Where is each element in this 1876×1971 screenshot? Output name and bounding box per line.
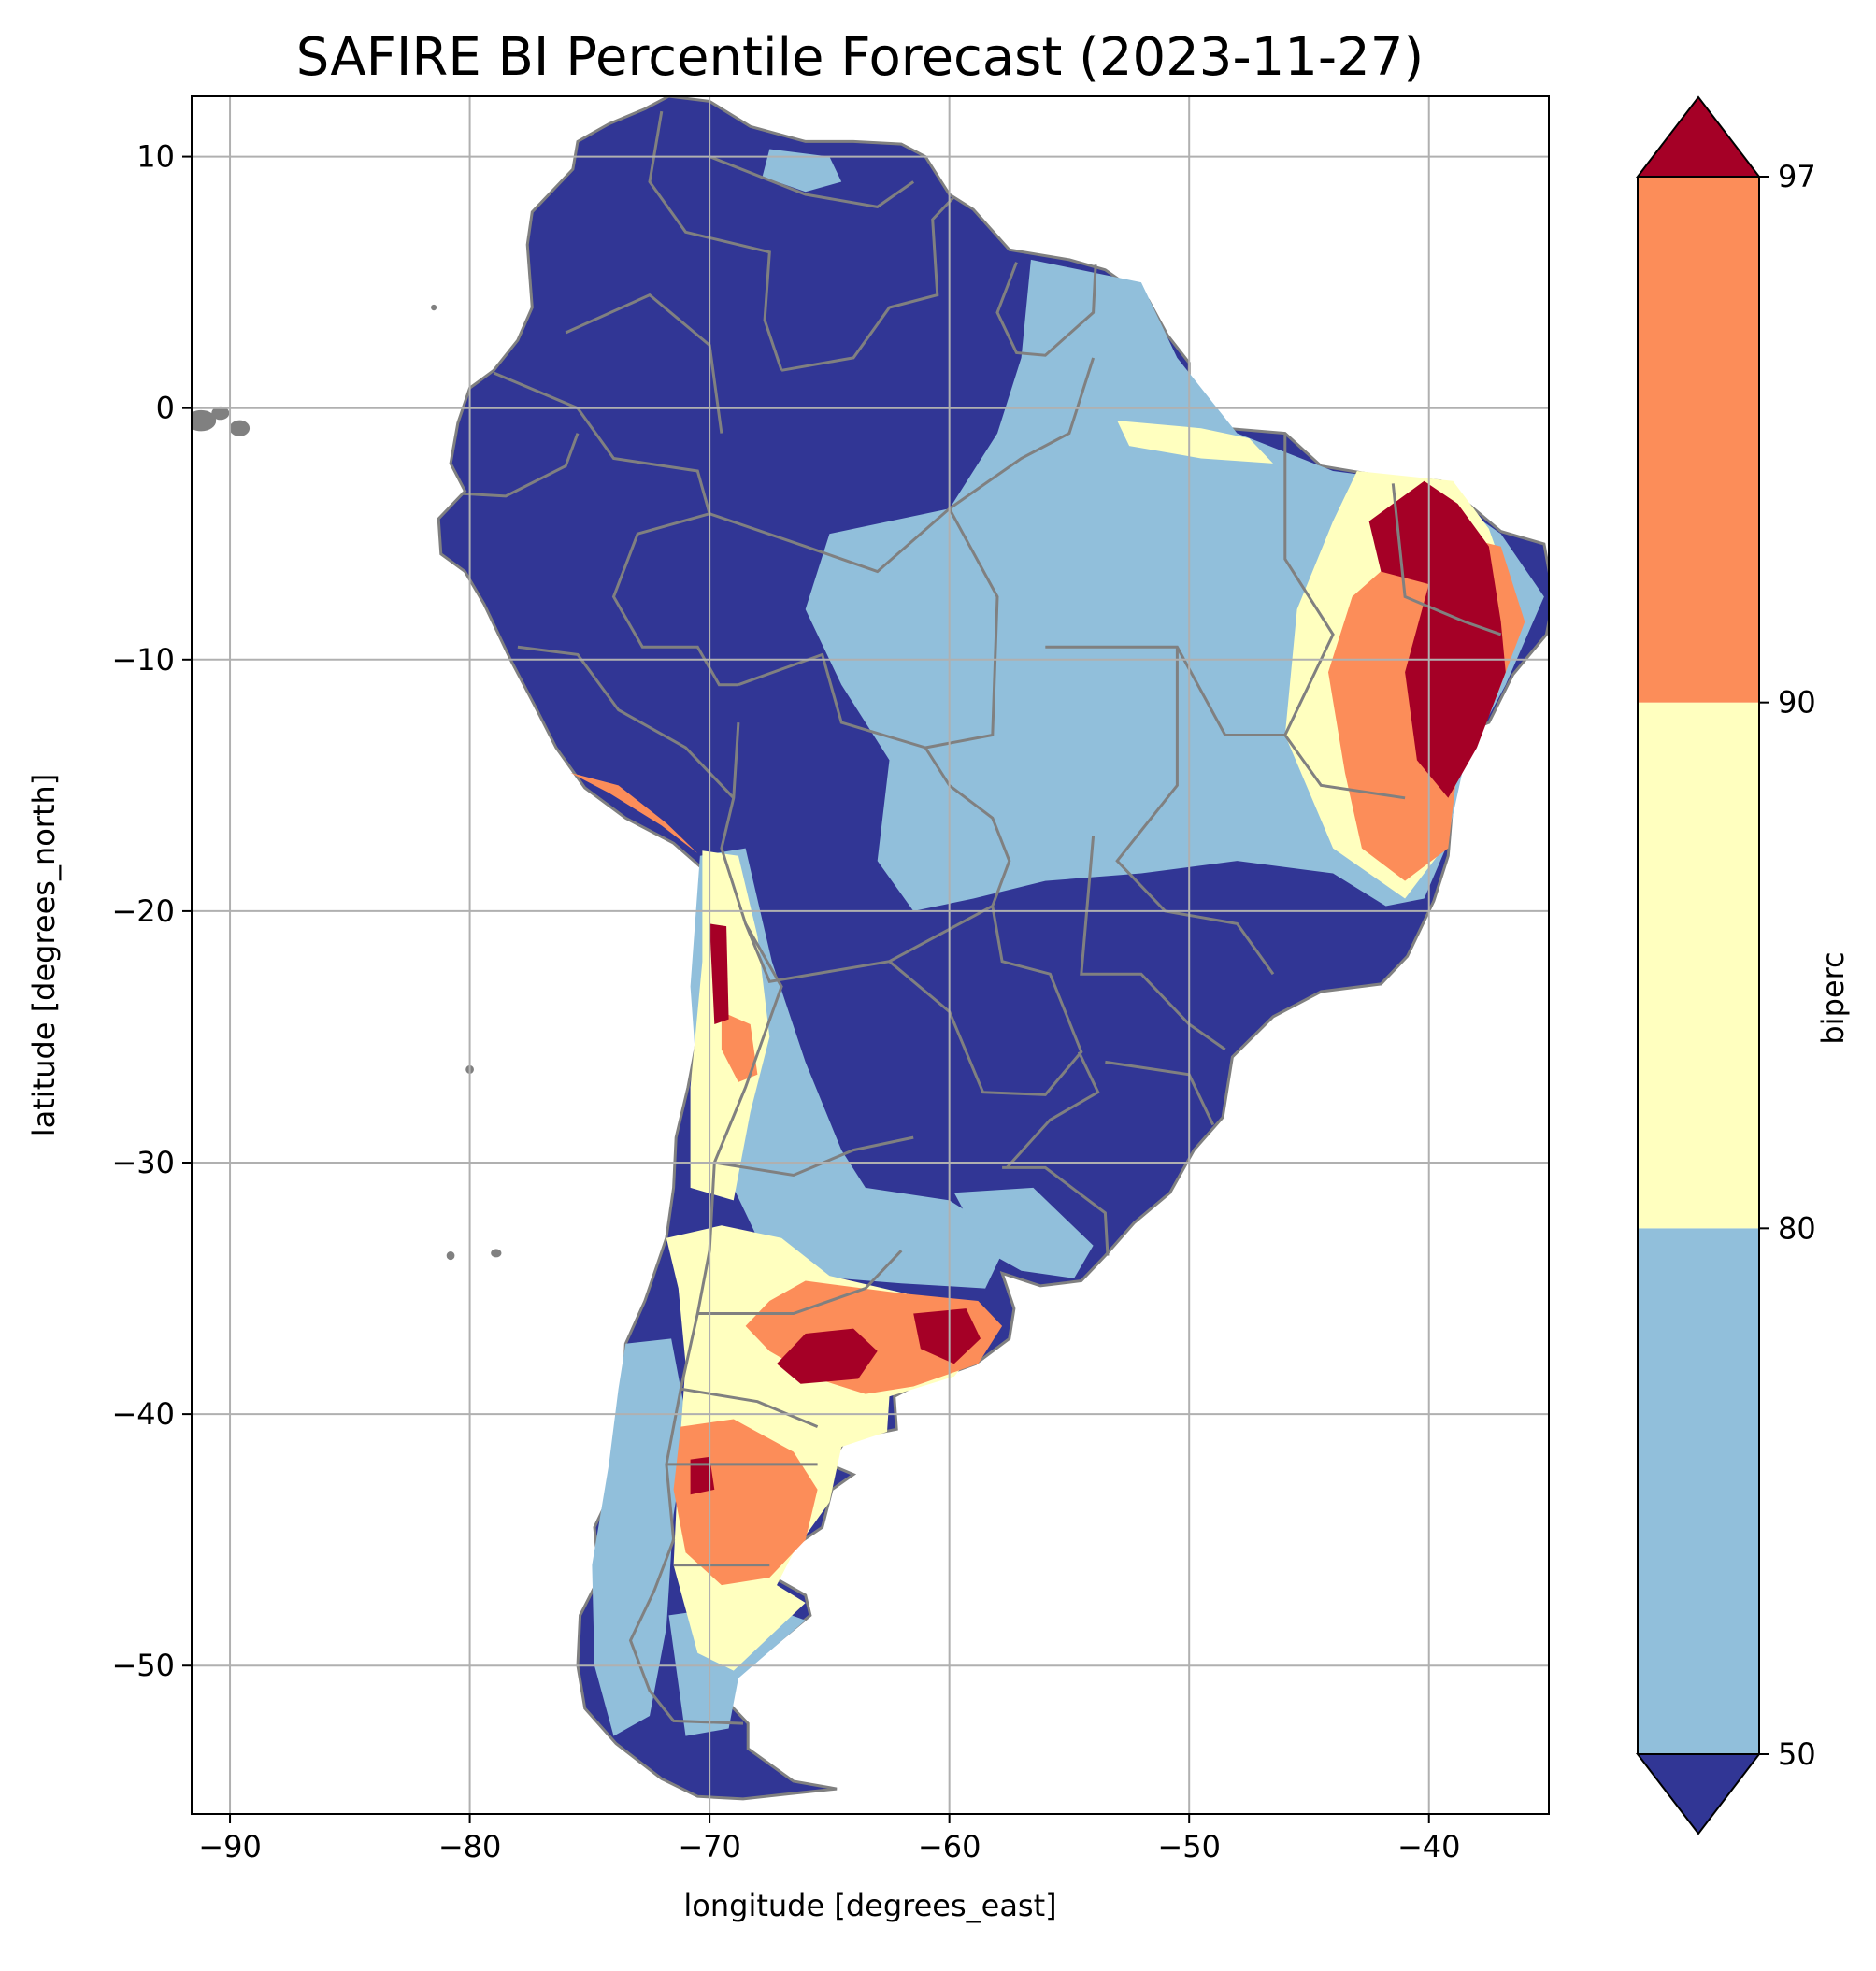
border-peru-regions — [517, 645, 735, 799]
patch-venezuela-light-blue — [762, 149, 842, 193]
colorbar-extend-bottom — [1635, 1753, 1762, 1835]
patch-northeast-brazil-red — [1368, 480, 1506, 798]
border-venezuela-regions — [709, 155, 915, 208]
x-tick-label: −50 — [1157, 1829, 1221, 1864]
country-borders — [462, 110, 1502, 1725]
patch-patagonia-red — [690, 1456, 715, 1495]
y-tick-label: 0 — [156, 391, 175, 426]
x-axis-label: longitude [degrees_east] — [683, 1888, 1056, 1923]
patch-para-light-yellow — [1117, 421, 1273, 464]
x-tick-label: −70 — [678, 1829, 741, 1864]
patch-uruguay-light-blue — [953, 1187, 1094, 1278]
island-5 — [446, 1251, 455, 1261]
colorbar-frame — [1637, 177, 1760, 1754]
x-tick-label: −40 — [1397, 1829, 1461, 1864]
x-tick-label: −90 — [198, 1829, 262, 1864]
percentile-patches — [570, 149, 1544, 1736]
axes-frame — [191, 95, 1550, 1815]
patch-atacama-red — [709, 923, 729, 1024]
border-guyana-suriname — [995, 262, 1097, 357]
colorbar-extend-top — [1635, 95, 1762, 178]
border-brazil-argentina — [1006, 1050, 1100, 1169]
y-axis-label: latitude [degrees_north] — [26, 774, 62, 1137]
colorbar-tick-label: 97 — [1778, 159, 1816, 194]
colorbar: 50 80 90 97 — [1635, 95, 1816, 1835]
x-tick-label: −60 — [918, 1829, 981, 1864]
border-brazil-states-1 — [924, 507, 999, 750]
border-ecuador-peru — [462, 433, 580, 498]
colorbar-tick-label: 50 — [1778, 1736, 1816, 1772]
colorbar-band — [1638, 1228, 1759, 1754]
colorbar-band — [1638, 177, 1759, 703]
border-brazil-states-3 — [1115, 647, 1275, 976]
border-venezuela-colombia — [648, 110, 783, 371]
border-uruguay — [1002, 1165, 1110, 1256]
colorbar-band — [1638, 702, 1759, 1229]
colorbar-label: biperc — [1815, 951, 1851, 1044]
map-grid — [192, 96, 1549, 1814]
island-2 — [211, 406, 230, 421]
island-4 — [491, 1249, 502, 1258]
border-brazil-states-2 — [1045, 645, 1285, 736]
patch-puna-orange — [721, 1011, 758, 1082]
map-title: SAFIRE BI Percentile Forecast (2023-11-2… — [296, 27, 1424, 88]
island-6 — [431, 304, 437, 311]
colorbar-tick-label: 80 — [1778, 1210, 1816, 1246]
patch-pampas-red-west — [777, 1328, 878, 1384]
island-0 — [192, 409, 217, 432]
border-colombia-regions — [565, 293, 723, 434]
border-bolivia — [720, 652, 1011, 983]
y-tick-label: −50 — [111, 1648, 175, 1683]
border-argentina-provinces-1 — [697, 1250, 903, 1315]
border-chile-argentina — [628, 922, 783, 1725]
border-venezuela-brazil — [780, 195, 955, 372]
y-tick-label: −20 — [111, 893, 175, 929]
x-axis-ticks: −90 −80 −70 −60 −50 −40 — [198, 1814, 1460, 1864]
border-brazil-states-5 — [1391, 483, 1502, 636]
border-argentina-provinces-2 — [680, 1387, 819, 1428]
y-tick-label: −30 — [111, 1145, 175, 1180]
border-brazil-states-6 — [1080, 836, 1226, 1051]
border-peru-brazil — [611, 533, 738, 687]
map-layer — [192, 96, 1549, 1801]
patch-pampas-red-east — [913, 1308, 981, 1364]
patch-chile-south-light-blue — [592, 1338, 688, 1736]
island-1 — [229, 420, 251, 436]
y-tick-label: 10 — [136, 139, 175, 175]
border-colombia-ecuador-peru — [493, 371, 711, 536]
y-axis-ticks: 10 0 −10 −20 −30 −40 −50 — [111, 139, 192, 1683]
x-tick-label: −80 — [438, 1829, 502, 1864]
patch-andes-light-blue — [690, 848, 1010, 1289]
colorbar-tick-label: 90 — [1778, 685, 1816, 721]
y-tick-label: −40 — [111, 1396, 175, 1432]
y-tick-label: −10 — [111, 642, 175, 678]
border-paraguay — [888, 906, 1083, 1096]
border-brazil-states-4 — [1283, 433, 1406, 800]
